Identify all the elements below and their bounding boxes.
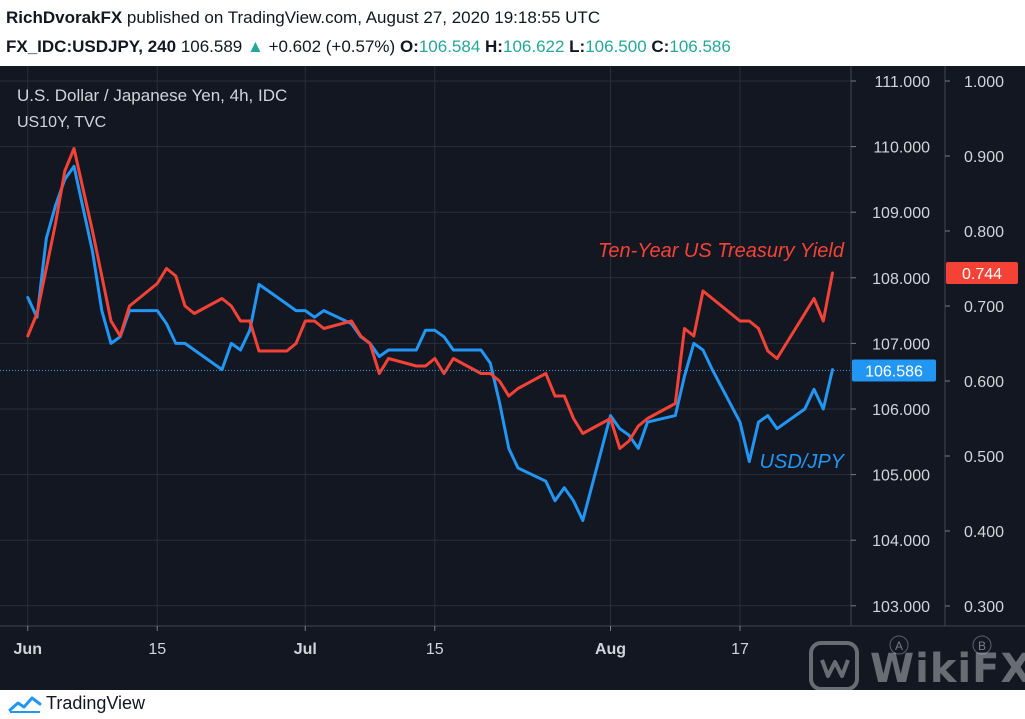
- left-tick-label: 109.000: [872, 205, 930, 222]
- series-group: [26, 147, 834, 522]
- time-tick-label: 17: [731, 641, 749, 658]
- watermark-text: WikiFX: [870, 646, 1025, 692]
- auto-scale-button[interactable]: A: [895, 639, 903, 653]
- left-tick-label: 105.000: [872, 468, 930, 485]
- legend-title[interactable]: U.S. Dollar / Japanese Yen, 4h, IDC: [17, 86, 287, 105]
- low-label: L:: [569, 37, 586, 56]
- left-tick-label: 104.000: [872, 533, 930, 550]
- time-tick-label: 15: [426, 641, 444, 658]
- time-scale[interactable]: Jun 15 Jul 15 Aug 17: [14, 626, 749, 658]
- usdjpy-line: [26, 164, 834, 522]
- right-tick-label: 0.700: [964, 299, 1004, 316]
- left-tick-label: 110.000: [873, 140, 930, 157]
- footer: TradingView: [0, 690, 1025, 719]
- usdjpy-annotation: USD/JPY: [760, 451, 846, 473]
- grid-lines: [0, 66, 851, 626]
- tradingview-brand[interactable]: TradingView: [46, 693, 146, 713]
- up-arrow-icon: ▲: [247, 37, 264, 56]
- auto-scale-button-bg[interactable]: [889, 635, 909, 655]
- tradingview-logo-icon[interactable]: [8, 694, 42, 714]
- left-tick-label: 103.000: [872, 599, 930, 616]
- close-label: C:: [651, 37, 670, 56]
- yield-line: [26, 147, 834, 450]
- symbol-info: FX_IDC:USDJPY, 240 106.589 ▲ +0.602 (+0.…: [6, 37, 731, 57]
- time-tick-label: Jun: [14, 641, 42, 658]
- publish-info: RichDvorakFX published on TradingView.co…: [6, 8, 600, 28]
- symbol-name: FX_IDC:USDJPY, 240: [6, 37, 177, 56]
- yield-annotation: Ten-Year US Treasury Yield: [598, 240, 845, 262]
- publish-text: published on TradingView.com, August 27,…: [122, 8, 601, 27]
- yield-price-tag: [946, 262, 1018, 284]
- right-tick-label: 0.400: [964, 524, 1004, 541]
- usdjpy-price-tag: [852, 359, 936, 382]
- publish-header: RichDvorakFX published on TradingView.co…: [0, 0, 1025, 66]
- chart-svg[interactable]: 111.000 110.000 109.000 108.000 107.000 106.0…: [0, 66, 1025, 690]
- wikifx-logo-icon: [809, 641, 859, 691]
- open-label: O:: [399, 37, 419, 56]
- left-tick-label: 107.000: [872, 336, 930, 353]
- right-tick-label: 0.900: [964, 149, 1004, 166]
- author-name[interactable]: RichDvorakFX: [6, 8, 123, 27]
- price-change: +0.602 (+0.57%): [268, 37, 396, 56]
- legend-subtitle[interactable]: US10Y, TVC: [17, 114, 106, 131]
- right-tick-label: 0.800: [964, 224, 1004, 241]
- last-price: 106.589: [180, 37, 243, 56]
- time-tick-label: Aug: [595, 641, 626, 658]
- price-scale-right[interactable]: 1.000 0.900 0.800 0.700 0.600 0.500 0.400 0.300: [945, 74, 1004, 616]
- time-tick-label: Jul: [294, 641, 317, 658]
- high-value: 106.622: [502, 37, 565, 56]
- right-tick-label: 0.500: [964, 449, 1004, 466]
- right-tick-label: 0.300: [964, 599, 1004, 616]
- price-scale-left[interactable]: 111.000 110.000 109.000 108.000 107.000 106.0…: [851, 74, 930, 616]
- chart-pane[interactable]: 111.000 110.000 109.000 108.000 107.000 106.0…: [0, 66, 1025, 690]
- yield-price-tag-text: 0.744: [962, 266, 1002, 283]
- low-value: 106.500: [585, 37, 647, 56]
- usdjpy-price-tag-text: 106.586: [865, 364, 923, 381]
- scale-b-button-bg[interactable]: [972, 635, 992, 655]
- left-tick-label: 108.000: [872, 271, 930, 288]
- scale-b-button[interactable]: B: [978, 639, 986, 653]
- time-tick-label: 15: [148, 641, 166, 658]
- right-tick-label: 0.600: [964, 374, 1004, 391]
- right-tick-label: 1.000: [964, 74, 1004, 91]
- left-tick-label: 111.000: [875, 74, 931, 91]
- close-value: 106.586: [669, 37, 731, 56]
- wikifx-watermark: WikiFX: [808, 640, 1025, 700]
- open-value: 106.584: [418, 37, 481, 56]
- left-tick-label: 106.000: [872, 402, 930, 419]
- high-label: H:: [485, 37, 503, 56]
